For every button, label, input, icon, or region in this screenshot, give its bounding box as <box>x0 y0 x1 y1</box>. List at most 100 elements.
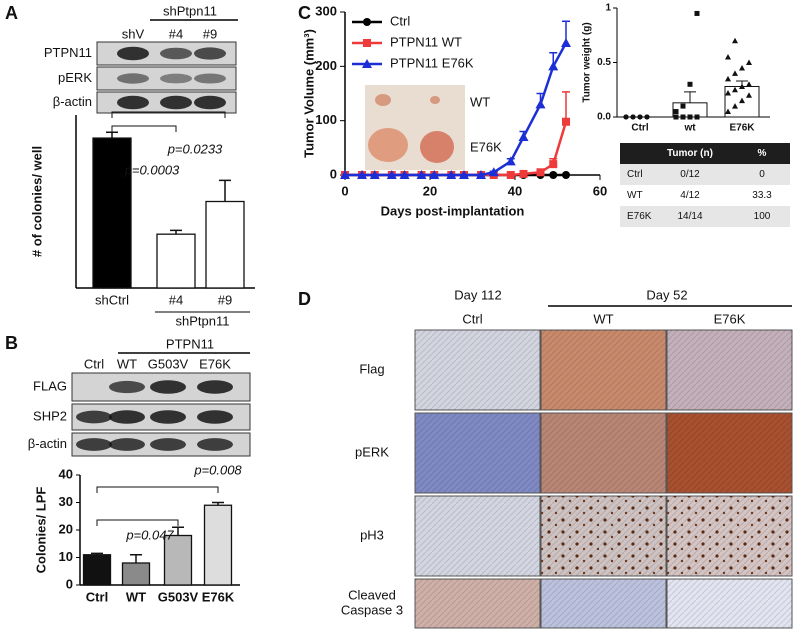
blot-band <box>197 438 233 451</box>
marker <box>459 170 469 179</box>
x-tick-label: 40 <box>508 183 522 198</box>
marker <box>357 170 367 179</box>
table-header-cell: Tumor (n) <box>667 148 713 159</box>
tumor <box>430 96 440 104</box>
column-label: Ctrl <box>462 311 482 326</box>
point <box>732 70 738 76</box>
y-tick-label: 100 <box>315 112 337 127</box>
p-value: p=0.047 <box>125 527 174 542</box>
point <box>725 54 731 60</box>
ihc-texture <box>415 413 540 493</box>
blot-row-label: FLAG <box>33 378 67 393</box>
blot-band <box>117 46 149 61</box>
bar <box>205 200 245 289</box>
point <box>694 114 700 120</box>
marker <box>561 37 571 47</box>
lane-label: Ctrl <box>84 356 104 371</box>
blot-strip <box>96 66 237 91</box>
blot-band <box>160 95 192 110</box>
blot-band <box>160 47 192 60</box>
y-tick-label: 0 <box>66 576 73 591</box>
x-tick-label: 0 <box>341 183 348 198</box>
bar <box>92 137 132 289</box>
blot-band <box>150 438 186 451</box>
marker <box>562 171 570 179</box>
error-bar <box>212 501 224 506</box>
y-axis-label: # of colonies/ well <box>29 146 44 257</box>
error-bar <box>562 91 570 122</box>
ihc-texture <box>541 579 666 628</box>
marker <box>446 170 457 179</box>
y-tick-label: 1 <box>605 3 611 14</box>
bracket <box>96 519 179 526</box>
table-cell: 14/14 <box>677 211 702 222</box>
y-tick-label: 0 <box>330 166 337 181</box>
table-cell: WT <box>627 190 643 201</box>
error-bar <box>106 131 118 139</box>
table-row <box>620 206 790 227</box>
marker <box>399 170 410 179</box>
panel-label: B <box>5 333 18 353</box>
column-label: WT <box>593 311 613 326</box>
ihc-nuclei <box>667 496 792 576</box>
marker <box>549 160 558 169</box>
bar <box>82 554 112 586</box>
y-tick-label: 30 <box>59 494 73 509</box>
point <box>739 97 745 104</box>
row-label: Cleaved Caspase 3 <box>341 588 403 618</box>
blot-band <box>109 438 145 451</box>
panel-label: D <box>298 289 311 309</box>
legend-marker <box>363 18 371 26</box>
point <box>739 83 745 89</box>
group-label: Day 52 <box>646 287 687 302</box>
y-tick-label: 40 <box>59 466 73 481</box>
point <box>630 114 636 120</box>
marker <box>506 171 515 179</box>
blot-row-label: SHP2 <box>33 408 67 423</box>
blot-group-label: shPtpn11 <box>163 3 217 18</box>
marker <box>416 170 427 179</box>
bar <box>163 534 193 586</box>
blot-band <box>150 410 186 424</box>
error-bar <box>130 554 142 563</box>
ihc-texture <box>667 330 792 410</box>
y-tick-label: 0.0 <box>597 112 611 123</box>
lane-label: E76K <box>199 356 231 371</box>
blot-band <box>109 410 145 424</box>
y-tick-label: 20 <box>59 521 73 536</box>
legend-marker <box>362 59 372 68</box>
x-tick-label: G503V <box>158 589 199 604</box>
point <box>644 114 650 120</box>
blot-row-label: PTPN11 <box>44 45 92 60</box>
blot-row-label: β-actin <box>28 436 67 451</box>
marker <box>548 61 559 71</box>
marker <box>518 131 529 141</box>
marker <box>519 169 528 178</box>
ihc-texture <box>541 413 666 493</box>
point <box>680 103 686 109</box>
point <box>623 114 629 120</box>
blot-band <box>194 95 226 110</box>
y-tick-label: 10 <box>59 549 73 564</box>
blot-band <box>76 438 112 451</box>
marker <box>535 99 546 109</box>
error-bar <box>684 91 696 103</box>
point <box>687 81 693 87</box>
x-tick-label: E76K <box>729 123 755 134</box>
blot-band <box>109 380 145 394</box>
point <box>725 75 731 82</box>
x-tick-label: wt <box>683 123 696 134</box>
legend-marker <box>363 39 371 47</box>
blot-band <box>150 380 186 394</box>
tumor <box>368 128 408 162</box>
legend-label: PTPN11 WT <box>390 34 462 49</box>
marker <box>476 170 486 179</box>
lane-label: G503V <box>148 356 189 371</box>
ihc-texture <box>541 330 666 410</box>
y-axis-label: Tumor weight (g) <box>582 22 593 102</box>
group-label: shPtpn11 <box>176 313 230 328</box>
column-label: E76K <box>714 311 746 326</box>
x-tick-label: Ctrl <box>86 589 108 604</box>
point <box>673 109 679 115</box>
